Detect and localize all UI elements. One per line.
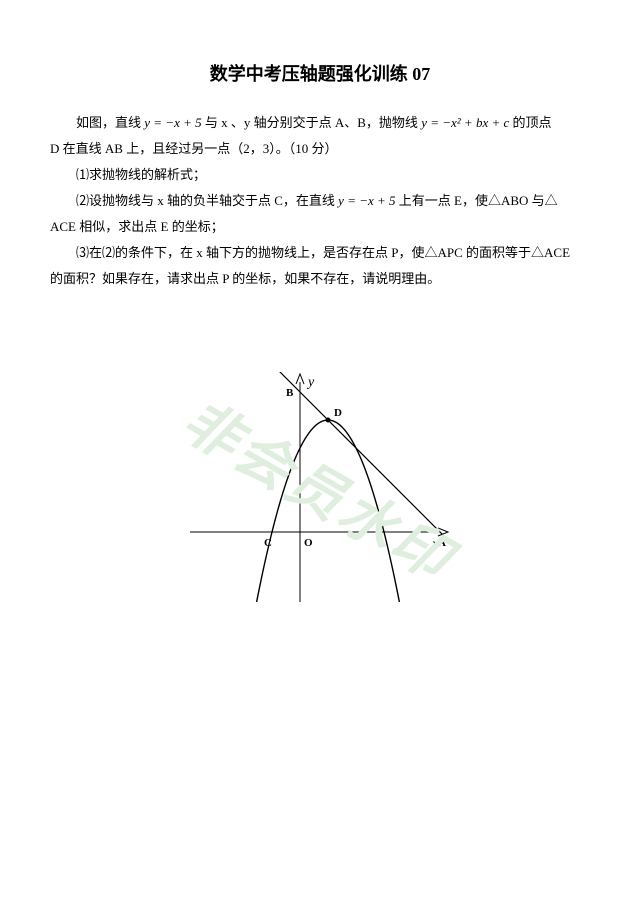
question-1: ⑴求抛物线的解析式；: [76, 162, 590, 188]
figure-svg: A B C O Dx y: [190, 372, 450, 602]
question-3a: ⑶在⑵的条件下，在 x 轴下方的抛物线上，是否存在点 P，使△APC 的面积等于…: [76, 240, 590, 266]
question-3b: 的面积？如果存在，请求出点 P 的坐标，如果不存在，请说明理由。: [50, 266, 590, 292]
page-title: 数学中考压轴题强化训练 07: [50, 60, 590, 86]
question-2b: ACE 相似，求出点 E 的坐标；: [50, 214, 590, 240]
problem-intro: 如图，直线 y = −x + 5 与 x 、y 轴分别交于点 A、B，抛物线 y…: [50, 110, 590, 136]
q2-text-a: ⑵设抛物线与 x 轴的负半轴交于点 C，在直线: [76, 193, 338, 208]
intro-text-b: 与 x 、y 轴分别交于点 A、B，抛物线: [202, 115, 422, 130]
svg-text:B: B: [286, 387, 294, 399]
question-2a: ⑵设抛物线与 x 轴的负半轴交于点 C，在直线 y = −x + 5 上有一点 …: [76, 188, 590, 214]
intro-text-c: 的顶点: [509, 115, 551, 130]
svg-text:A: A: [438, 537, 446, 549]
svg-text:y: y: [306, 375, 315, 390]
svg-text:C: C: [264, 537, 272, 549]
eq-line: y = −x + 5: [144, 115, 201, 130]
problem-line2: D 在直线 AB 上，且经过另一点（2，3）。（10 分）: [50, 136, 590, 162]
svg-text:D: D: [334, 407, 342, 419]
q2-text-b: 上有一点 E，使△ABO 与△: [396, 193, 558, 208]
intro-text-a: 如图，直线: [76, 115, 144, 130]
eq-parabola: y = −x² + bx + c: [421, 115, 509, 130]
figure-container: 非会员水印 ABCODxy: [50, 372, 590, 602]
svg-text:O: O: [304, 537, 313, 549]
svg-text:x: x: [431, 537, 439, 552]
q2-eq: y = −x + 5: [338, 193, 395, 208]
